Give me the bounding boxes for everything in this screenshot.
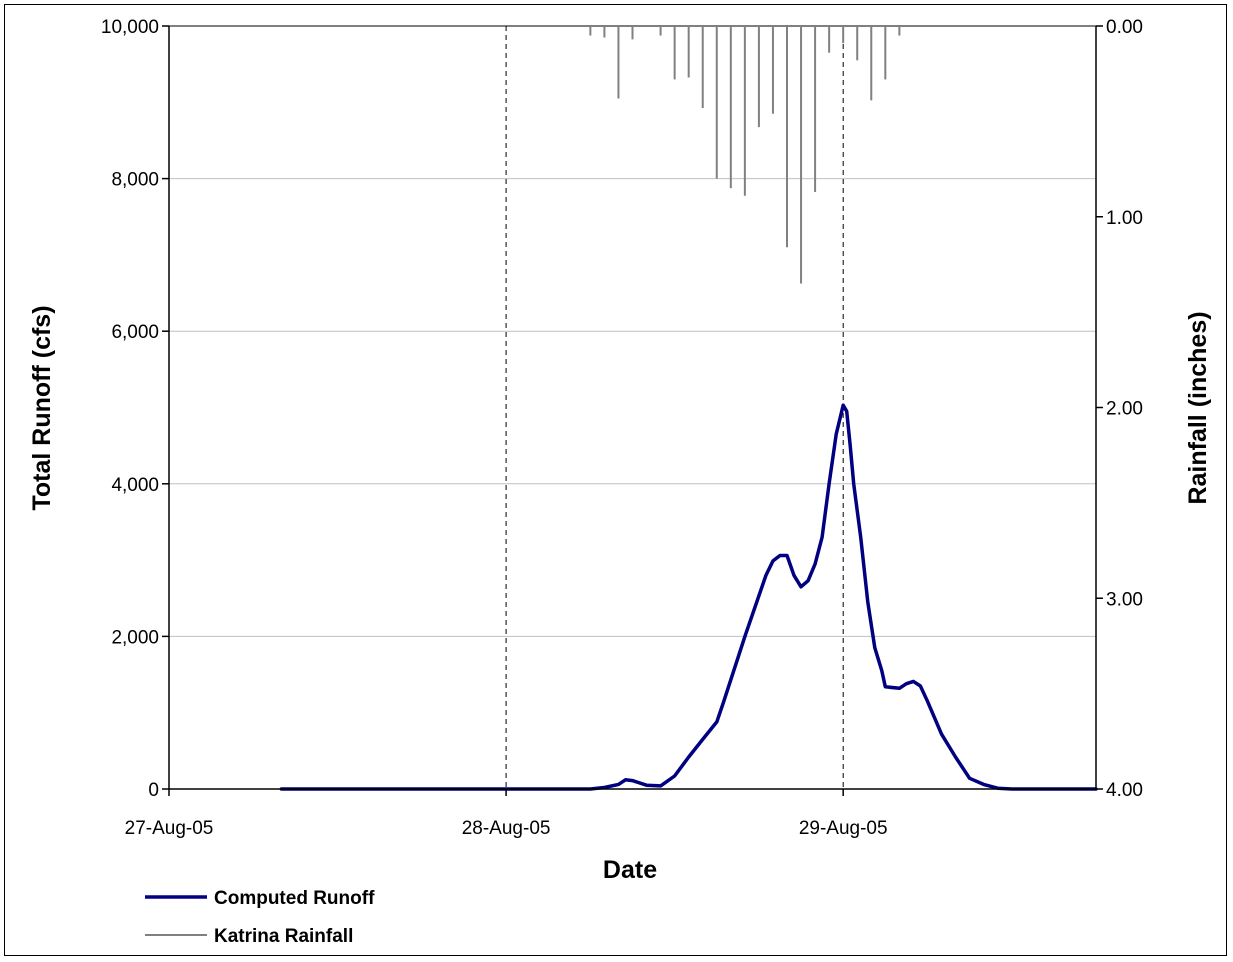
runoff-line xyxy=(279,403,1098,791)
y-tick-label: 6,000 xyxy=(111,322,159,343)
x-axis-title: Date xyxy=(603,856,657,884)
y-tick-label: 4,000 xyxy=(111,475,159,496)
y-tick-label: 8,000 xyxy=(111,170,159,191)
y2-axis-title: Rainfall (inches) xyxy=(1184,311,1212,504)
tick-labels: 0 2,000 4,000 6,000 8,000 10,000 0.00 1.00 2.00 3… xyxy=(101,17,1143,839)
y2-tick-label: 3.00 xyxy=(1106,589,1143,610)
y2-tick-label: 0.00 xyxy=(1106,17,1143,38)
chart-frame xyxy=(4,4,1227,956)
legend-rainfall-label: Katrina Rainfall xyxy=(214,926,353,947)
legend: Computed Runoff Katrina Rainfall xyxy=(145,888,375,947)
gridlines xyxy=(169,25,1096,789)
x-tick-label: 28-Aug-05 xyxy=(462,818,551,839)
y-tick-label: 0 xyxy=(148,780,159,801)
runoff-series xyxy=(279,403,1098,791)
y-tick-label: 10,000 xyxy=(101,17,159,38)
axes xyxy=(162,25,1103,796)
y2-tick-label: 4.00 xyxy=(1106,780,1143,801)
x-tick-label: 29-Aug-05 xyxy=(799,818,888,839)
y2-tick-label: 1.00 xyxy=(1106,208,1143,229)
y-tick-label: 2,000 xyxy=(111,627,159,648)
rainfall-series xyxy=(589,26,901,284)
legend-runoff-label: Computed Runoff xyxy=(214,888,375,909)
y-axis-title: Total Runoff (cfs) xyxy=(28,305,56,510)
x-tick-label: 27-Aug-05 xyxy=(125,818,214,839)
y2-tick-label: 2.00 xyxy=(1106,399,1143,420)
